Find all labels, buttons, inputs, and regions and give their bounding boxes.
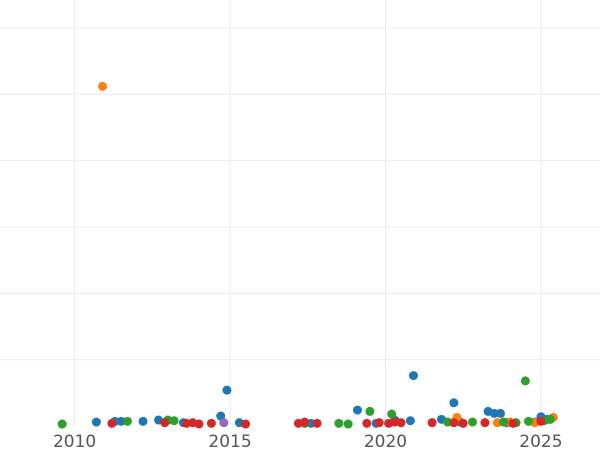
x-tick-label: 2010 <box>53 432 96 450</box>
data-point <box>405 416 415 426</box>
data-point <box>160 418 170 428</box>
x-tick-label: 2020 <box>364 432 407 450</box>
data-point <box>480 418 490 428</box>
data-point <box>169 416 179 426</box>
data-point <box>536 416 546 426</box>
grid-lines <box>0 0 600 426</box>
data-point <box>523 416 533 426</box>
data-point <box>312 418 322 428</box>
data-point <box>508 418 518 428</box>
x-tick-label: 2025 <box>519 432 562 450</box>
data-point <box>408 371 418 381</box>
data-point <box>241 419 251 429</box>
data-point <box>194 419 204 429</box>
data-point <box>496 408 506 418</box>
x-tick-label: 2015 <box>208 432 251 450</box>
data-point <box>365 406 375 416</box>
data-point <box>107 418 117 428</box>
data-point <box>520 376 530 386</box>
data-point <box>334 418 344 428</box>
data-point <box>300 417 310 427</box>
data-point <box>138 416 148 426</box>
data-point <box>499 417 509 427</box>
data-point <box>427 418 437 428</box>
data-point <box>374 418 384 428</box>
data-point <box>219 418 229 428</box>
data-point <box>458 418 468 428</box>
data-point <box>449 398 459 408</box>
data-point <box>222 385 232 395</box>
data-points <box>57 81 558 429</box>
data-point <box>449 418 459 428</box>
data-point <box>353 405 363 415</box>
data-point <box>206 418 216 428</box>
data-point <box>116 416 126 426</box>
data-point <box>545 414 555 424</box>
data-point <box>91 417 101 427</box>
data-point <box>362 418 372 428</box>
data-point <box>122 416 132 426</box>
data-point <box>468 417 478 427</box>
data-point <box>98 81 108 91</box>
data-point <box>387 409 397 419</box>
data-point <box>489 408 499 418</box>
data-point <box>57 419 67 429</box>
data-point <box>343 419 353 429</box>
data-point <box>396 418 406 428</box>
x-axis-tick-labels: 2010 2015 2020 2025 <box>53 432 563 450</box>
